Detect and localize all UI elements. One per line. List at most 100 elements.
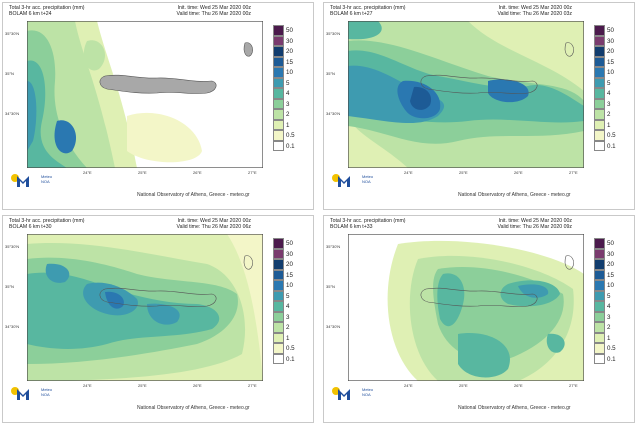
legend-swatch: [273, 46, 284, 57]
credit-text: National Observatory of Athens, Greece -…: [458, 192, 571, 198]
precip-legend: 50 30 20 15 10 5 4 3 2 1 0.5 0.1: [594, 238, 634, 364]
plot-title: Total 3-hr acc. precipitation (mm): [9, 5, 85, 11]
legend-swatch: [594, 88, 605, 99]
legend-swatch: [273, 109, 284, 120]
legend-swatch: [273, 269, 284, 280]
legend-entry: 30: [594, 35, 634, 46]
legend-swatch: [594, 269, 605, 280]
logo-line-2: NOA: [41, 178, 50, 184]
longitude-label: 26°E: [193, 383, 202, 388]
model-run: BOLAM 6 km t+27: [330, 11, 373, 17]
legend-entry: 2: [273, 109, 313, 120]
precip-field-7: [458, 333, 510, 378]
legend-value: 30: [286, 37, 293, 45]
legend-entry: 5: [273, 290, 313, 301]
legend-entry: 10: [273, 280, 313, 291]
legend-value: 5: [607, 79, 611, 87]
valid-time: Valid time: Thu 26 Mar 2020 06z: [176, 224, 252, 230]
longitude-label: 24°E: [404, 383, 413, 388]
plot-title: Total 3-hr acc. precipitation (mm): [9, 218, 85, 224]
m-letter-icon: [17, 176, 29, 187]
legend-entry: 2: [594, 322, 634, 333]
legend-value: 3: [286, 313, 290, 321]
precip-field-9: [348, 21, 382, 40]
credit-text: National Observatory of Athens, Greece -…: [458, 405, 571, 411]
legend-entry: 0.1: [273, 140, 313, 151]
legend-entry: 20: [594, 46, 634, 57]
legend-swatch: [594, 311, 605, 322]
map-frame: [27, 234, 263, 381]
meteo-logo: [332, 387, 350, 400]
legend-entry: 0.1: [594, 353, 634, 364]
precipitation-map: [27, 21, 263, 168]
precipitation-map: [27, 234, 263, 381]
map-frame: [27, 21, 263, 168]
rhodes-coastline: [564, 255, 574, 270]
longitude-label: 26°E: [514, 383, 523, 388]
latitude-label: 34°30'N: [326, 324, 341, 329]
legend-swatch: [594, 290, 605, 301]
precip-field-4: [27, 60, 67, 168]
longitude-label: 24°E: [83, 170, 92, 175]
legend-entry: 0.5: [273, 343, 313, 354]
legend-entry: 50: [594, 238, 634, 249]
legend-swatch: [594, 35, 605, 46]
latitude-label: 34°30'N: [5, 111, 20, 116]
legend-swatch: [594, 98, 605, 109]
logo-line-1: Meteo: [41, 174, 53, 179]
legend-value: 3: [607, 313, 611, 321]
legend-value: 3: [286, 100, 290, 108]
legend-swatch: [273, 332, 284, 343]
init-time: Init. time: Wed 25 Mar 2020 00z: [498, 5, 572, 11]
legend-swatch: [594, 259, 605, 270]
logo-line-2: NOA: [362, 178, 371, 184]
longitude-label: 27°E: [569, 383, 578, 388]
longitude-label: 24°E: [404, 170, 413, 175]
legend-entry: 50: [594, 25, 634, 36]
legend-entry: 1: [273, 119, 313, 130]
legend-entry: 2: [273, 322, 313, 333]
legend-value: 20: [286, 261, 293, 268]
legend-value: 50: [286, 27, 293, 34]
legend-entry: 50: [273, 238, 313, 249]
legend-value: 0.5: [286, 345, 295, 352]
legend-value: 0.5: [286, 132, 295, 139]
logo-line-2: NOA: [362, 391, 371, 397]
legend-value: 1: [286, 334, 290, 342]
legend-entry: 0.1: [273, 353, 313, 364]
map-frame: [348, 21, 584, 168]
legend-value: 3: [607, 100, 611, 108]
legend-entry: 1: [594, 332, 634, 343]
legend-value: 2: [607, 111, 611, 118]
precip-field-3: [27, 30, 87, 168]
rhodes-coastline: [243, 42, 253, 57]
legend-entry: 5: [594, 290, 634, 301]
legend-value: 0.5: [607, 345, 616, 352]
legend-value: 4: [286, 303, 290, 310]
crete-coastline: [99, 287, 217, 307]
forecast-panel-1: Total 3-hr acc. precipitation (mm) BOLAM …: [2, 2, 314, 210]
crete-coastline: [420, 287, 538, 307]
longitude-label: 25°E: [138, 170, 147, 175]
legend-swatch: [594, 301, 605, 312]
latitude-label: 35°30'N: [326, 244, 341, 249]
legend-entry: 5: [594, 77, 634, 88]
legend-value: 10: [286, 282, 293, 289]
legend-value: 20: [607, 48, 614, 55]
legend-entry: 4: [273, 301, 313, 312]
legend-swatch: [273, 290, 284, 301]
legend-entry: 0.5: [594, 130, 634, 141]
legend-swatch: [273, 248, 284, 259]
legend-swatch: [273, 311, 284, 322]
meteo-logo: [11, 174, 29, 187]
legend-value: 5: [286, 79, 290, 87]
legend-swatch: [594, 109, 605, 120]
legend-swatch: [594, 56, 605, 67]
longitude-label: 25°E: [459, 383, 468, 388]
valid-time: Valid time: Thu 26 Mar 2020 09z: [497, 224, 573, 230]
precip-field-8: [546, 333, 565, 353]
credit-text: National Observatory of Athens, Greece -…: [137, 192, 250, 198]
legend-value: 10: [286, 69, 293, 76]
legend-value: 10: [607, 69, 614, 76]
